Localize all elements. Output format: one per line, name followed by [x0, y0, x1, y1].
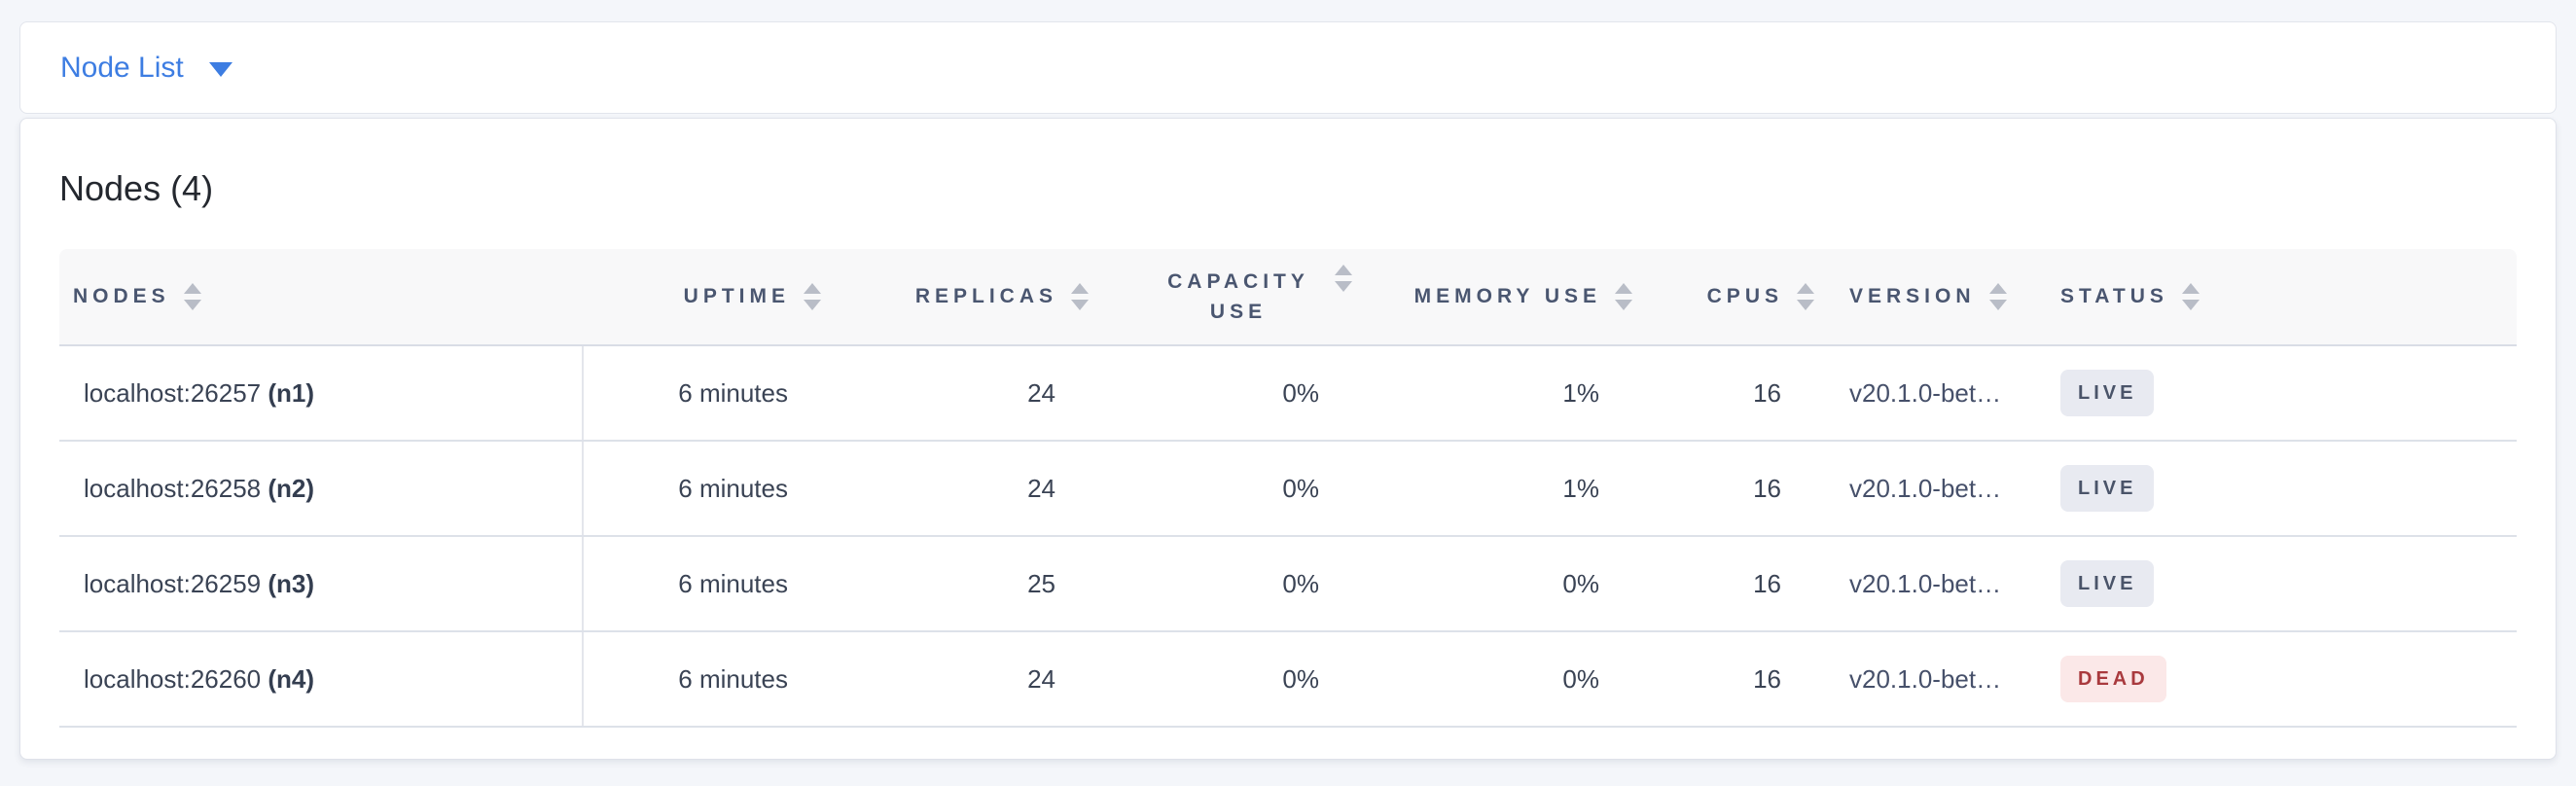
column-header-memory-use[interactable]: MEMORY USE: [1352, 249, 1632, 346]
node-status: DEAD: [2060, 631, 2517, 728]
sort-icon: [1988, 283, 2007, 310]
node-capacity-use: 0%: [1089, 631, 1352, 728]
node-cpus: 16: [1632, 345, 1814, 442]
node-replicas: 24: [821, 345, 1089, 442]
sort-button-uptime[interactable]: UPTIME: [583, 249, 821, 344]
table-row-node-4: localhost:26260 (n4) 6 minutes 24 0% 0% …: [59, 631, 2517, 728]
column-header-version[interactable]: VERSION: [1814, 249, 2060, 346]
table-row-node-3: localhost:26259 (n3) 6 minutes 25 0% 0% …: [59, 536, 2517, 632]
sort-icon: [804, 283, 821, 310]
node-version: v20.1.0-bet…: [1814, 441, 2060, 537]
column-header-cpus[interactable]: CPUS: [1632, 249, 1814, 346]
node-address: localhost:26258 (n2): [59, 441, 584, 537]
sort-button-version[interactable]: VERSION: [1814, 249, 2060, 344]
node-uptime: 6 minutes: [583, 441, 821, 537]
node-uptime: 6 minutes: [583, 345, 821, 442]
node-address: localhost:26257 (n1): [59, 345, 584, 442]
node-status: LIVE: [2060, 441, 2517, 537]
node-uptime: 6 minutes: [583, 536, 821, 632]
sort-button-cpus[interactable]: CPUS: [1632, 249, 1814, 344]
sort-button-replicas[interactable]: REPLICAS: [821, 249, 1089, 344]
node-uptime: 6 minutes: [583, 631, 821, 728]
sort-icon: [183, 283, 201, 310]
status-badge: LIVE: [2060, 560, 2155, 607]
node-address: localhost:26260 (n4): [59, 631, 584, 728]
node-capacity-use: 0%: [1089, 536, 1352, 632]
chevron-down-icon: [208, 61, 233, 77]
node-memory-use: 0%: [1352, 631, 1632, 728]
table-row-node-1: localhost:26257 (n1) 6 minutes 24 0% 1% …: [59, 345, 2517, 442]
sort-icon: [1797, 283, 1814, 310]
node-list-dropdown[interactable]: Node List: [60, 51, 233, 84]
sort-button-memory-use[interactable]: MEMORY USE: [1352, 249, 1632, 344]
table-header-row: NODES UPTIME REPLICAS: [59, 249, 2517, 346]
page-title: Nodes (4): [59, 168, 214, 208]
nodes-table: NODES UPTIME REPLICAS: [59, 249, 2517, 728]
node-version: v20.1.0-bet…: [1814, 345, 2060, 442]
node-status: LIVE: [2060, 536, 2517, 632]
node-replicas: 24: [821, 631, 1089, 728]
sort-icon: [1335, 265, 1352, 292]
node-replicas: 24: [821, 441, 1089, 537]
node-capacity-use: 0%: [1089, 345, 1352, 442]
node-cpus: 16: [1632, 441, 1814, 537]
column-header-nodes[interactable]: NODES: [59, 249, 583, 346]
sort-button-nodes[interactable]: NODES: [59, 249, 583, 344]
column-header-capacity-use[interactable]: CAPACITY USE: [1089, 249, 1352, 346]
column-header-replicas[interactable]: REPLICAS: [821, 249, 1089, 346]
node-status: LIVE: [2060, 345, 2517, 442]
node-memory-use: 0%: [1352, 536, 1632, 632]
status-badge: LIVE: [2060, 465, 2155, 512]
node-memory-use: 1%: [1352, 441, 1632, 537]
sort-icon: [1615, 283, 1632, 310]
table-row-node-2: localhost:26258 (n2) 6 minutes 24 0% 1% …: [59, 441, 2517, 537]
nodes-card: Nodes (4) NODES UPTIME: [19, 118, 2557, 760]
sort-button-status[interactable]: STATUS: [2060, 249, 2517, 344]
node-version: v20.1.0-bet…: [1814, 631, 2060, 728]
view-selector-bar: Node List: [19, 21, 2557, 114]
sort-button-capacity-use[interactable]: CAPACITY USE: [1089, 249, 1352, 344]
sort-icon: [2181, 283, 2200, 310]
status-badge: DEAD: [2060, 656, 2166, 702]
column-header-uptime[interactable]: UPTIME: [583, 249, 821, 346]
column-header-status[interactable]: STATUS: [2060, 249, 2517, 346]
node-memory-use: 1%: [1352, 345, 1632, 442]
node-cpus: 16: [1632, 631, 1814, 728]
node-cpus: 16: [1632, 536, 1814, 632]
sort-icon: [1071, 283, 1089, 310]
node-version: v20.1.0-bet…: [1814, 536, 2060, 632]
status-badge: LIVE: [2060, 370, 2155, 416]
node-replicas: 25: [821, 536, 1089, 632]
node-list-dropdown-label: Node List: [60, 51, 184, 84]
node-capacity-use: 0%: [1089, 441, 1352, 537]
node-address: localhost:26259 (n3): [59, 536, 584, 632]
